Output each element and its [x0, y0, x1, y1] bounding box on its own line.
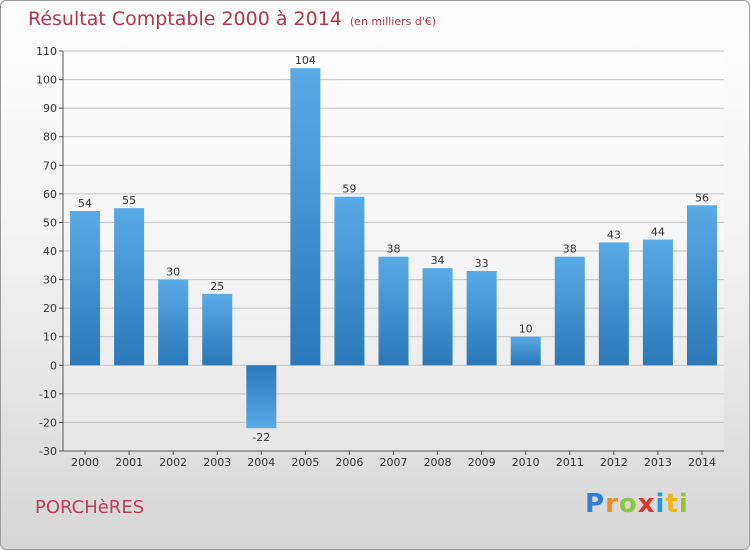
x-tick-label: 2005 [291, 456, 319, 469]
x-tick-label: 2009 [468, 456, 496, 469]
x-tick-label: 2010 [512, 456, 540, 469]
bar [466, 271, 497, 366]
data-label: 38 [563, 243, 577, 256]
proxiti-logo: Proxiti [585, 489, 689, 519]
x-tick-label: 2006 [335, 456, 363, 469]
logo-letter: t [665, 489, 679, 519]
y-tick-label: 0 [50, 359, 57, 372]
logo-letter: i [655, 489, 666, 519]
logo-letter: x [637, 489, 656, 519]
bar [246, 365, 277, 429]
y-tick-label: 60 [43, 188, 57, 201]
x-tick-label: 2003 [203, 456, 231, 469]
chart-subtitle: (en milliers d'€) [349, 15, 437, 28]
logo-letter: i [678, 489, 689, 519]
y-tick-label: 80 [43, 131, 57, 144]
data-label: 30 [166, 266, 180, 279]
data-label: 55 [122, 194, 136, 207]
data-label: 59 [342, 183, 356, 196]
bar [642, 239, 673, 366]
y-tick-label: 30 [43, 274, 57, 287]
y-tick-label: 70 [43, 159, 57, 172]
logo-letter: r [605, 489, 619, 519]
x-tick-label: 2002 [159, 456, 187, 469]
y-tick-label: 90 [43, 102, 57, 115]
x-tick-label: 2001 [115, 456, 143, 469]
data-label: -22 [252, 431, 270, 444]
data-label: 43 [607, 228, 621, 241]
bar [334, 196, 365, 366]
x-tick-label: 2000 [71, 456, 99, 469]
x-tick-label: 2011 [556, 456, 584, 469]
bar [290, 68, 321, 366]
bar [686, 205, 717, 366]
data-label: 33 [475, 257, 489, 270]
y-tick-label: 100 [36, 74, 57, 87]
logo-letter: P [585, 489, 606, 519]
y-tick-label: 10 [43, 331, 57, 344]
town-name: PORCHèRES [35, 497, 145, 518]
y-tick-label: 40 [43, 245, 57, 258]
data-label: 10 [519, 323, 533, 336]
x-tick-label: 2012 [600, 456, 628, 469]
data-label: 104 [295, 54, 316, 67]
bar [114, 208, 145, 366]
bar [378, 256, 409, 366]
y-tick-label: 50 [43, 216, 57, 229]
data-label: 44 [651, 226, 665, 239]
bar [554, 256, 585, 366]
y-tick-label: -30 [39, 445, 57, 458]
y-tick-label: 20 [43, 302, 57, 315]
y-tick-label: -20 [39, 416, 57, 429]
bar [158, 279, 189, 366]
x-tick-label: 2008 [424, 456, 452, 469]
chart-title-text: Résultat Comptable 2000 à 2014 [28, 8, 342, 30]
data-label: 34 [431, 254, 445, 267]
x-tick-label: 2013 [644, 456, 672, 469]
data-label: 25 [210, 280, 224, 293]
bar [422, 268, 453, 366]
bar [70, 211, 101, 366]
x-tick-label: 2014 [688, 456, 716, 469]
chart-title: Résultat Comptable 2000 à 2014 (en millie… [28, 8, 436, 30]
data-label: 56 [695, 191, 709, 204]
data-label: 54 [78, 197, 92, 210]
data-label: 38 [387, 243, 401, 256]
bar [202, 293, 233, 366]
x-tick-label: 2004 [247, 456, 275, 469]
y-tick-label: -10 [39, 388, 57, 401]
x-tick-label: 2007 [380, 456, 408, 469]
bar [598, 242, 629, 366]
logo-letter: o [618, 489, 638, 519]
y-tick-label: 110 [36, 45, 57, 58]
bar [510, 336, 541, 366]
